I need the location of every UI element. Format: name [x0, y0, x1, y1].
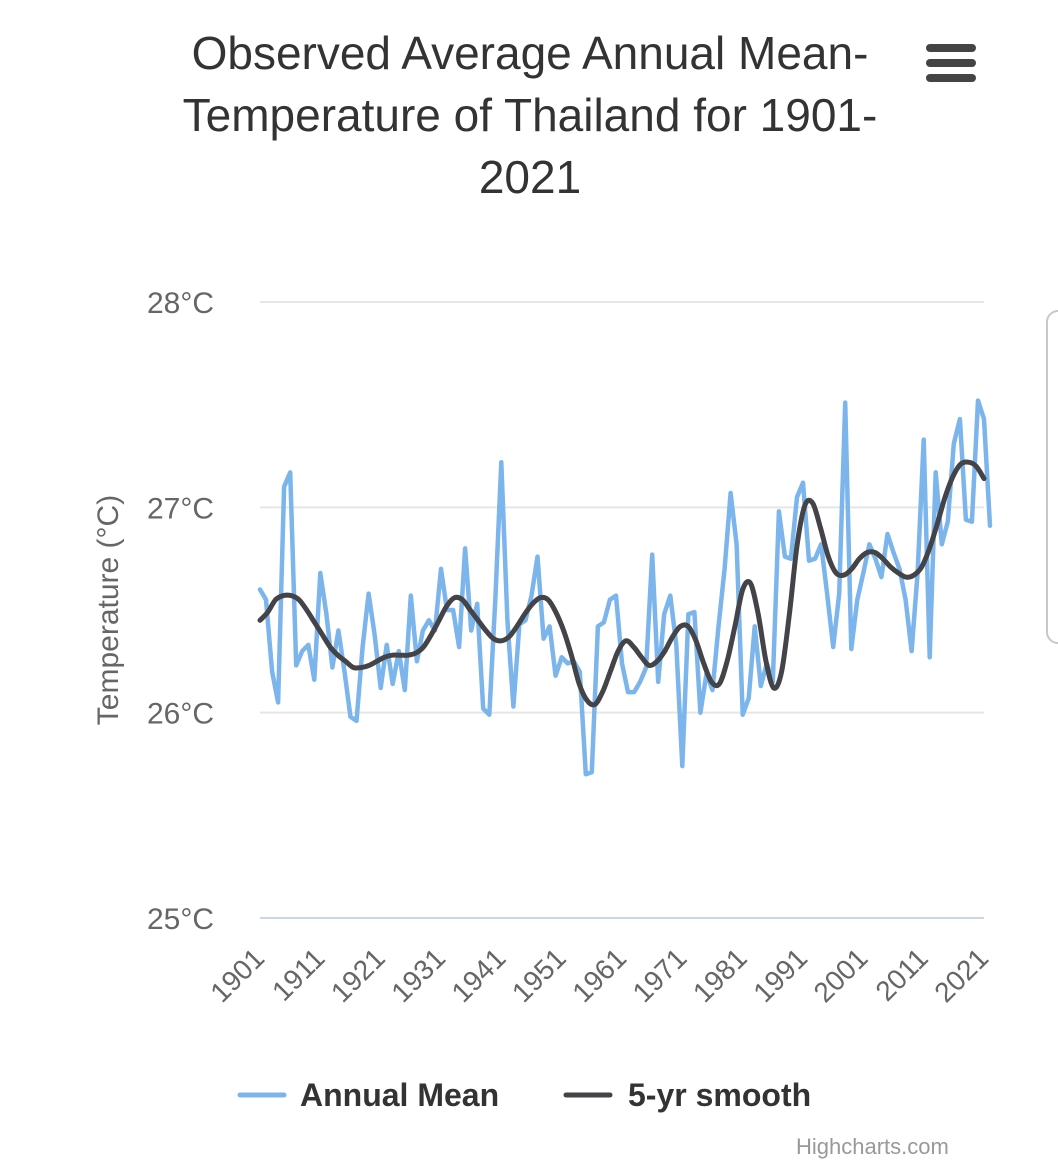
series-lines	[257, 398, 993, 777]
y-tick-label: 26°C	[147, 698, 214, 731]
chart-context-menu-button[interactable]	[922, 40, 980, 86]
x-tick-label: 1921	[325, 942, 391, 1008]
series-line-5yr-smooth[interactable]	[257, 459, 987, 708]
grid-lines	[260, 301, 984, 919]
x-tick-label: 1931	[385, 942, 451, 1008]
legend-item-5yr-smooth[interactable]: 5-yr smooth	[563, 1077, 811, 1113]
legend-label: Annual Mean	[300, 1077, 499, 1113]
y-axis-ticks: 25°C 26°C 27°C 28°C	[147, 287, 214, 936]
hamburger-line-middle	[926, 59, 976, 67]
x-tick-label: 1991	[747, 942, 813, 1008]
x-axis-ticks: 1901191119211931194119511961197119811991…	[204, 942, 994, 1008]
y-tick-label: 27°C	[147, 492, 214, 525]
x-tick-label: 2021	[928, 942, 994, 1008]
x-tick-label: 1951	[506, 942, 572, 1008]
x-tick-label: 1971	[627, 942, 693, 1008]
legend-item-annual-mean[interactable]: Annual Mean	[237, 1077, 499, 1113]
series-line-annual-mean[interactable]	[257, 398, 993, 777]
x-tick-label: 2001	[808, 942, 874, 1008]
x-tick-label: 2011	[869, 942, 934, 1007]
x-tick-label: 1901	[204, 942, 270, 1008]
x-tick-label: 1941	[446, 942, 512, 1008]
x-tick-label: 1981	[687, 942, 753, 1008]
hamburger-line-top	[926, 44, 976, 52]
y-tick-label: 28°C	[147, 287, 214, 320]
legend: Annual Mean 5-yr smooth	[237, 1077, 811, 1113]
chart-title: Observed Average Annual Mean-Temperature…	[182, 27, 878, 203]
x-tick-label: 1911	[266, 942, 331, 1007]
hamburger-line-bottom	[926, 74, 976, 82]
x-tick-label: 1961	[566, 942, 632, 1008]
credits-link[interactable]: Highcharts.com	[796, 1134, 949, 1159]
legend-label: 5-yr smooth	[628, 1077, 811, 1113]
y-axis-label: Temperature (°C)	[92, 495, 125, 725]
y-tick-label: 25°C	[147, 903, 214, 936]
